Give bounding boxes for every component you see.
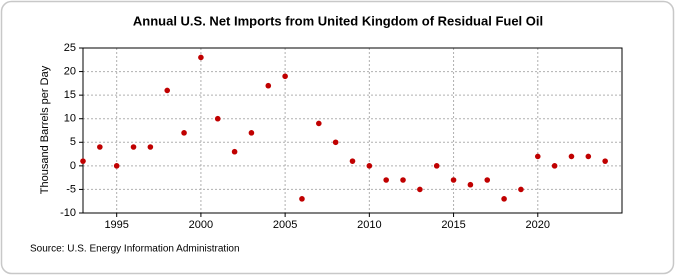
data-point xyxy=(366,163,373,169)
x-tick-label: 1995 xyxy=(104,219,128,231)
data-point xyxy=(534,153,541,160)
y-tick-label: -10 xyxy=(60,207,76,219)
data-point xyxy=(248,130,255,136)
x-tick-label: 2010 xyxy=(357,219,381,231)
data-point xyxy=(568,153,575,160)
data-point xyxy=(130,144,137,150)
y-axis-label: Thousand Barrels per Day xyxy=(39,65,51,194)
data-point xyxy=(198,54,204,61)
x-tick-label: 2005 xyxy=(273,219,297,231)
data-point xyxy=(501,196,507,202)
data-point xyxy=(383,177,389,183)
data-point xyxy=(181,130,187,136)
data-point xyxy=(332,139,339,146)
x-tick-label: 2000 xyxy=(189,219,213,231)
data-point xyxy=(450,177,457,183)
chart-title: Annual U.S. Net Imports from United King… xyxy=(133,13,543,28)
data-point xyxy=(282,73,288,80)
y-tick-label: 15 xyxy=(64,89,76,101)
x-tick-label: 2015 xyxy=(441,219,465,231)
data-point xyxy=(147,144,154,150)
data-point xyxy=(433,163,440,169)
data-point xyxy=(80,158,86,164)
x-tick-label: 2020 xyxy=(526,219,550,231)
plot-border xyxy=(82,47,623,214)
y-tick-label: 25 xyxy=(64,42,76,54)
data-point xyxy=(164,87,171,94)
data-point xyxy=(551,163,558,169)
data-point xyxy=(113,163,120,169)
data-point xyxy=(518,186,524,193)
data-point xyxy=(316,120,322,127)
data-point xyxy=(585,153,592,160)
plot-area xyxy=(83,48,622,213)
y-tick-label: 20 xyxy=(64,65,76,77)
data-point xyxy=(467,181,474,188)
data-point xyxy=(231,148,238,155)
data-point xyxy=(265,82,272,89)
y-tick-label: 0 xyxy=(70,160,76,172)
data-point xyxy=(299,196,305,202)
y-tick-label: -5 xyxy=(66,183,76,195)
data-point xyxy=(214,115,221,122)
data-point xyxy=(97,144,103,150)
y-tick-label: 10 xyxy=(64,113,76,125)
data-point xyxy=(484,177,491,183)
y-tick-label: 5 xyxy=(70,136,76,148)
data-point xyxy=(400,177,406,183)
data-point xyxy=(349,158,356,164)
source-note: Source: U.S. Energy Information Administ… xyxy=(30,244,240,255)
data-point xyxy=(602,158,608,164)
data-point xyxy=(417,186,423,193)
